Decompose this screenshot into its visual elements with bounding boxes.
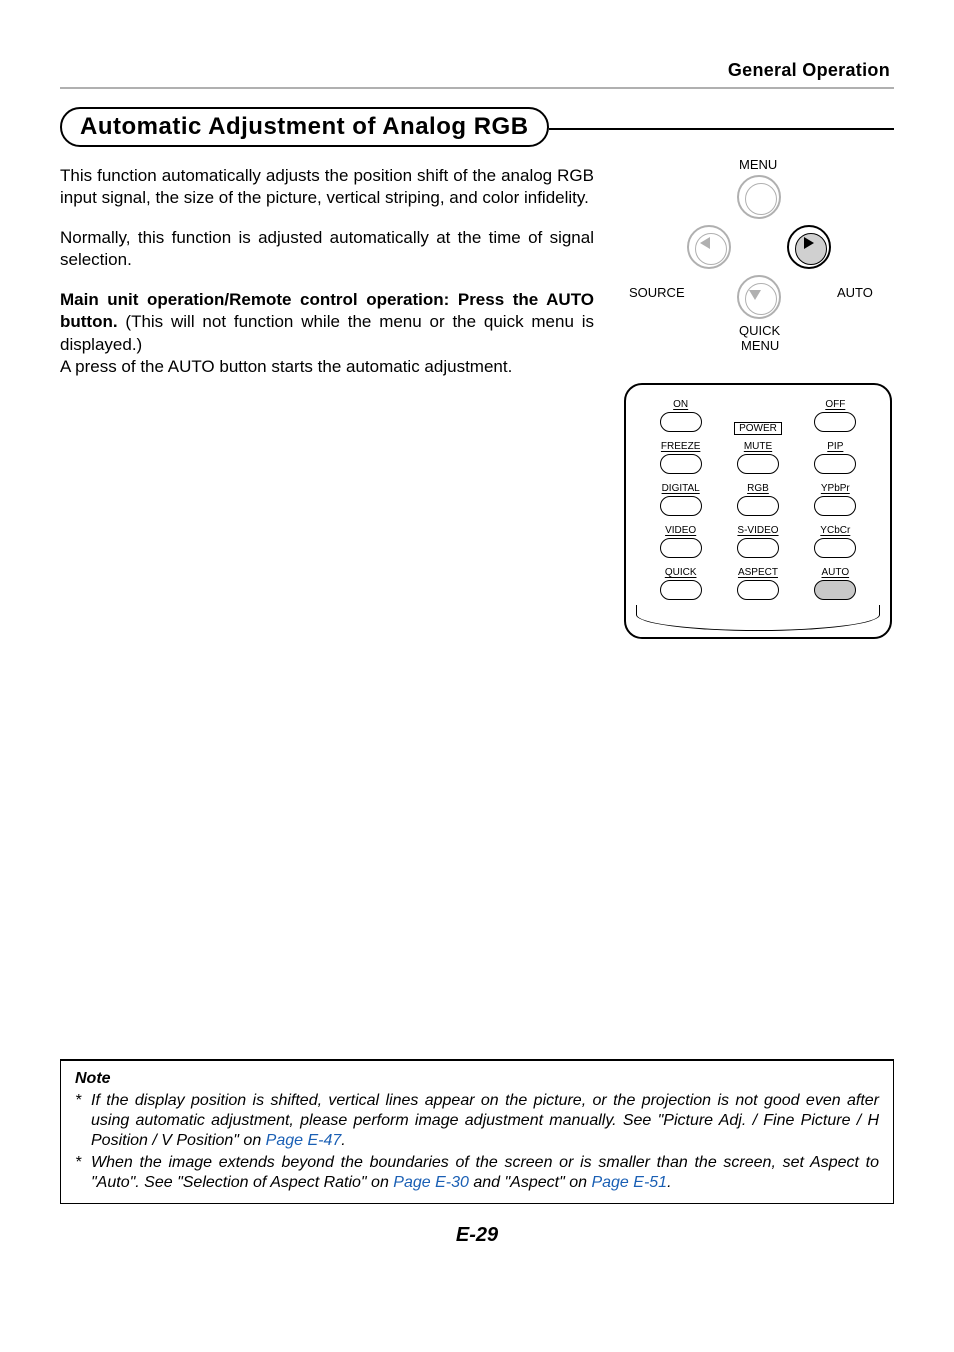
note-item-2: * When the image extends beyond the boun…	[75, 1153, 879, 1193]
remote-btn-aspect	[737, 580, 779, 600]
navpad-label-quick: QUICK	[739, 323, 780, 338]
remote-btn-on	[660, 412, 702, 432]
note-title: Note	[75, 1069, 879, 1089]
header-rule	[60, 87, 894, 89]
section-header: General Operation	[60, 60, 894, 81]
remote-btn-quick	[660, 580, 702, 600]
paragraph-3: Main unit operation/Remote control opera…	[60, 289, 594, 377]
remote-label-ypbpr: YPbPr	[800, 483, 870, 494]
remote-label-mute: MUTE	[723, 441, 793, 452]
remote-label-ycbcr: YCbCr	[800, 525, 870, 536]
remote-btn-ypbpr	[814, 496, 856, 516]
note-box: Note * If the display position is shifte…	[60, 1059, 894, 1204]
page-title: Automatic Adjustment of Analog RGB	[60, 107, 549, 147]
paragraph-2: Normally, this function is adjusted auto…	[60, 227, 594, 271]
remote-label-off: OFF	[800, 399, 870, 410]
remote-btn-rgb	[737, 496, 779, 516]
title-rule	[549, 128, 894, 130]
paragraph-1: This function automatically adjusts the …	[60, 165, 594, 209]
note-item-1: * If the display position is shifted, ve…	[75, 1091, 879, 1151]
remote-btn-ycbcr	[814, 538, 856, 558]
navpad-diagram: MENU SOURCE AUTO QUICK MENU	[659, 165, 859, 365]
link-e30[interactable]: Page E-30	[393, 1174, 469, 1191]
navpad-label-menu: MENU	[739, 157, 777, 172]
remote-label-quick: QUICK	[646, 567, 716, 578]
link-e47[interactable]: Page E-47	[266, 1132, 342, 1149]
page-number: E-29	[60, 1224, 894, 1247]
remote-btn-off	[814, 412, 856, 432]
remote-label-auto: AUTO	[800, 567, 870, 578]
remote-label-freeze: FREEZE	[646, 441, 716, 452]
body-text: This function automatically adjusts the …	[60, 165, 594, 639]
remote-diagram: ON POWER OFF FREEZE MUTE PIP DIGITAL RGB…	[624, 383, 892, 639]
remote-label-svideo: S-VIDEO	[723, 525, 793, 536]
navpad-label-source: SOURCE	[629, 285, 685, 300]
link-e51[interactable]: Page E-51	[591, 1174, 667, 1191]
remote-btn-video	[660, 538, 702, 558]
navpad-label-auto: AUTO	[837, 285, 873, 300]
remote-label-digital: DIGITAL	[646, 483, 716, 494]
remote-btn-digital	[660, 496, 702, 516]
remote-btn-pip	[814, 454, 856, 474]
remote-btn-freeze	[660, 454, 702, 474]
remote-label-rgb: RGB	[723, 483, 793, 494]
remote-label-pip: PIP	[800, 441, 870, 452]
remote-btn-auto	[814, 580, 856, 600]
remote-label-power: POWER	[734, 422, 782, 435]
remote-label-on: ON	[646, 399, 716, 410]
remote-btn-mute	[737, 454, 779, 474]
remote-label-video: VIDEO	[646, 525, 716, 536]
remote-btn-svideo	[737, 538, 779, 558]
remote-label-aspect: ASPECT	[723, 567, 793, 578]
navpad-label-quickmenu: MENU	[741, 338, 779, 353]
